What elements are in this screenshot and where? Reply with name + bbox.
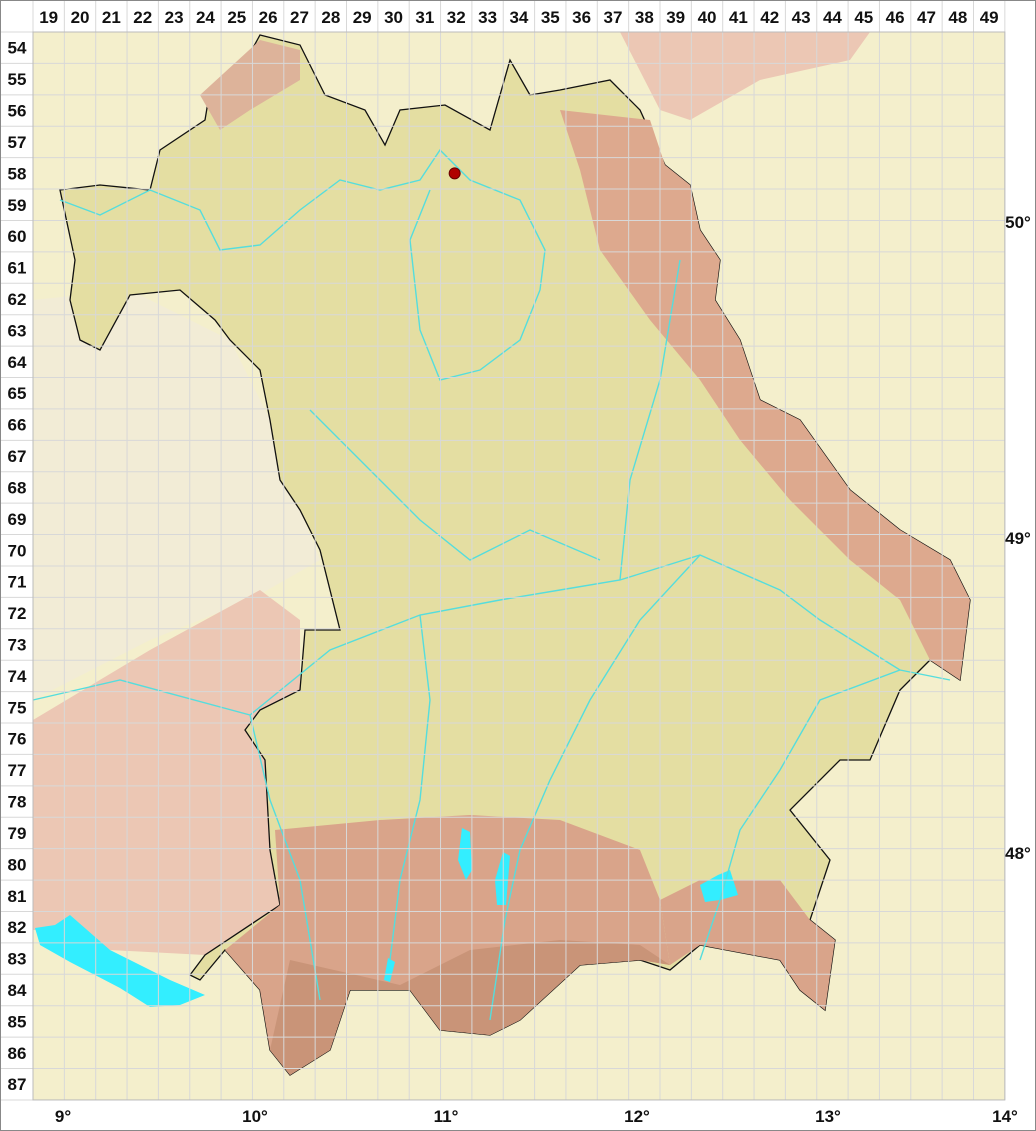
- river-isar: [489, 554, 701, 1021]
- row-label: 57: [8, 133, 27, 152]
- column-label: 39: [666, 8, 685, 27]
- river-iller: [249, 714, 321, 1001]
- north-upland: [200, 40, 300, 130]
- row-label: 58: [8, 164, 27, 183]
- row-label: 67: [8, 447, 27, 466]
- river-main: [59, 148, 546, 381]
- column-label: 42: [760, 8, 779, 27]
- column-label: 41: [729, 8, 748, 27]
- lake-forggensee: [384, 958, 395, 982]
- column-label: 32: [447, 8, 466, 27]
- row-label: 84: [8, 981, 27, 1000]
- column-label: 28: [321, 8, 340, 27]
- column-label: 26: [259, 8, 278, 27]
- row-label: 85: [8, 1012, 27, 1031]
- column-label: 24: [196, 8, 215, 27]
- column-label: 49: [980, 8, 999, 27]
- latitude-label: 49°: [1005, 529, 1031, 548]
- column-label: 20: [71, 8, 90, 27]
- column-label: 33: [478, 8, 497, 27]
- column-label: 34: [509, 8, 528, 27]
- latitude-label: 48°: [1005, 844, 1031, 863]
- row-label: 54: [8, 39, 27, 58]
- column-label: 27: [290, 8, 309, 27]
- row-label: 78: [8, 793, 27, 812]
- row-label: 73: [8, 635, 27, 654]
- row-label: 77: [8, 761, 27, 780]
- row-label: 86: [8, 1044, 27, 1063]
- column-label: 45: [854, 8, 873, 27]
- row-label: 80: [8, 855, 27, 874]
- column-label: 40: [698, 8, 717, 27]
- column-label: 48: [948, 8, 967, 27]
- row-label: 68: [8, 478, 27, 497]
- column-label: 31: [415, 8, 434, 27]
- column-label: 21: [102, 8, 121, 27]
- column-label: 25: [227, 8, 246, 27]
- row-label: 64: [8, 353, 27, 372]
- lake-starnberger-see: [495, 852, 510, 905]
- row-label: 59: [8, 196, 27, 215]
- row-label: 76: [8, 730, 27, 749]
- lakes-bodensee: [35, 915, 205, 1007]
- column-label: 38: [635, 8, 654, 27]
- lake-chiemsee: [700, 870, 738, 902]
- column-label: 22: [133, 8, 152, 27]
- row-label: 63: [8, 321, 27, 340]
- column-label: 37: [604, 8, 623, 27]
- river-inn: [699, 669, 901, 961]
- column-label: 35: [541, 8, 560, 27]
- row-label: 87: [8, 1075, 27, 1094]
- longitude-label: 10°: [242, 1107, 268, 1126]
- lake-ammersee: [458, 828, 472, 880]
- row-label: 70: [8, 541, 27, 560]
- column-label: 36: [572, 8, 591, 27]
- column-label: 29: [353, 8, 372, 27]
- northeast-outside-upland: [620, 32, 870, 120]
- row-label: 74: [8, 667, 27, 686]
- bavarian-forest: [560, 110, 970, 680]
- map-frame: [32, 31, 1006, 1101]
- column-label: 47: [917, 8, 936, 27]
- column-label: 19: [39, 8, 58, 27]
- row-label: 56: [8, 102, 27, 121]
- row-label: 71: [8, 573, 27, 592]
- river-naab: [619, 259, 681, 581]
- longitude-label: 9°: [55, 1107, 71, 1126]
- longitude-label: 13°: [815, 1107, 841, 1126]
- row-label: 55: [8, 70, 27, 89]
- latitude-label: 50°: [1005, 213, 1031, 232]
- column-label: 30: [384, 8, 403, 27]
- rivers-layer: [32, 148, 951, 1021]
- alps: [270, 940, 670, 1075]
- column-label: 43: [792, 8, 811, 27]
- row-label: 72: [8, 604, 27, 623]
- longitude-label: 11°: [434, 1107, 459, 1126]
- row-label: 75: [8, 698, 27, 717]
- longitude-label: 14°: [992, 1107, 1018, 1126]
- row-label: 69: [8, 510, 27, 529]
- column-label: 46: [886, 8, 905, 27]
- row-label: 61: [8, 259, 27, 278]
- row-label: 62: [8, 290, 27, 309]
- longitude-label: 12°: [624, 1107, 650, 1126]
- column-label: 44: [823, 8, 842, 27]
- river-lech: [389, 614, 431, 961]
- southwest-upland: [33, 590, 300, 955]
- southeast-upland: [660, 880, 835, 1010]
- column-label: 23: [165, 8, 184, 27]
- row-label: 82: [8, 918, 27, 937]
- occurrence-dot[interactable]: [448, 167, 461, 180]
- row-label: 66: [8, 416, 27, 435]
- row-label: 65: [8, 384, 27, 403]
- labels-layer: 19 20 21 22 23 24 25 26 27 28 29 30 31 32 33 34 35 36 37 38…: [8, 8, 1032, 1126]
- row-label: 83: [8, 950, 27, 969]
- row-label: 79: [8, 824, 27, 843]
- row-label: 60: [8, 227, 27, 246]
- row-label: 81: [8, 887, 27, 906]
